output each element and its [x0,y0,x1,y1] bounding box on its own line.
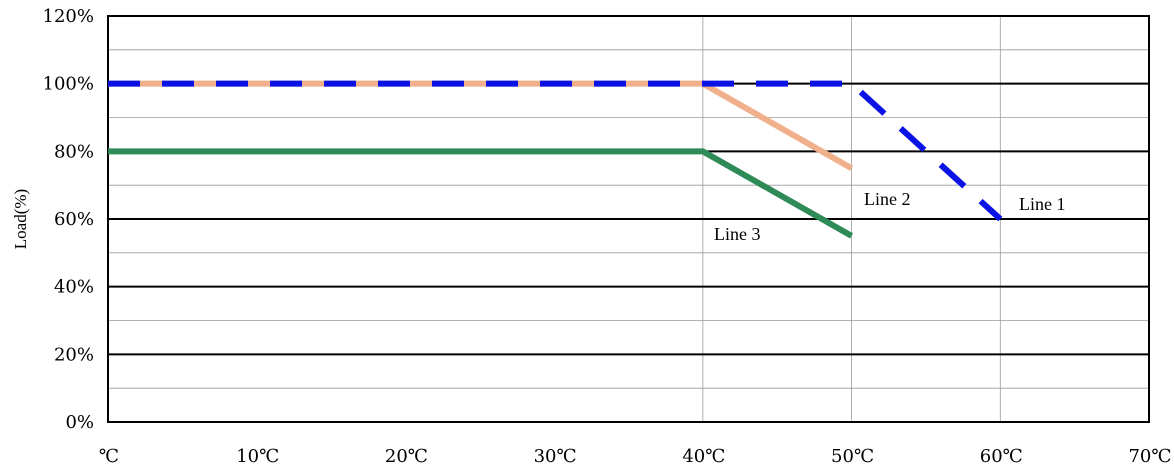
series-line-line-3 [108,148,854,239]
y-tick-label: 20% [54,344,94,365]
y-tick-label: 100% [43,74,94,95]
series-label-bg [860,187,916,213]
y-tick-label: 0% [65,412,94,433]
plot-frame [107,15,1150,423]
series-label-line-3: Line 3 [714,224,761,244]
grid [108,16,1149,422]
y-tick-label: 40% [54,277,94,298]
series-label-line-1: Line 1 [1019,194,1066,214]
x-tick-label: 10℃ [236,446,279,467]
plot-border [107,15,1150,423]
series-line-line-1 [108,80,1003,222]
series-label-bg [1015,192,1071,218]
y-tick-label: 60% [54,209,94,230]
y-tick-label: 120% [43,6,94,27]
series-labels: Line 1 Line 2 Line 3 [710,187,1071,248]
x-tick-label: 60℃ [980,446,1023,467]
y-tick-label: 80% [54,141,94,162]
x-tick-label: 50℃ [831,446,874,467]
y-axis-title: Load(%) [11,189,30,249]
series-label-bg [710,222,766,248]
series-label-line-2: Line 2 [864,189,911,209]
x-tick-label: ℃ [99,446,119,467]
x-tick-label: 30℃ [534,446,577,467]
tick-labels: 0% 20% 40% 60% 80% 100% 120% ℃ 10℃ 20℃ 30℃ 40℃ 50℃ 60… [43,6,1172,467]
x-tick-label: 20℃ [385,446,428,467]
series-group [108,80,1003,239]
series-line-line-2 [108,80,854,171]
x-tick-label: 70℃ [1128,446,1171,467]
x-tick-label: 40℃ [682,446,725,467]
